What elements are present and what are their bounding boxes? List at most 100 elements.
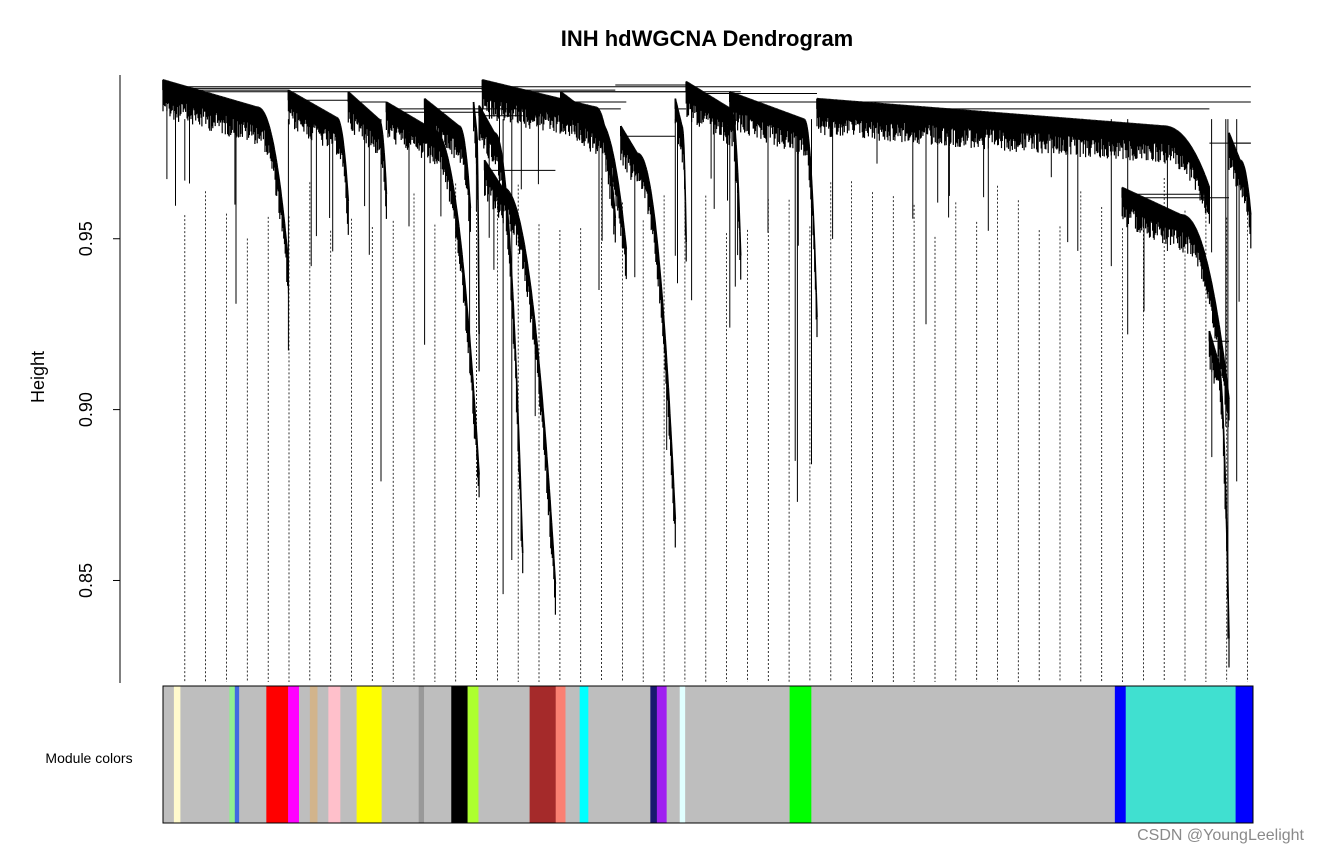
dendrogram-branch (1225, 380, 1229, 387)
dendrogram-branch (691, 84, 693, 87)
dendrogram-branch (1206, 263, 1209, 267)
dendrogram-branch (1196, 156, 1199, 160)
dendrogram-branch (673, 502, 677, 520)
dendrogram-branch (1193, 224, 1196, 227)
dendrogram-branch (1212, 292, 1215, 298)
dendrogram-branch (518, 436, 521, 459)
dendrogram-branch (561, 92, 564, 95)
dendrogram-branch (678, 114, 681, 119)
dendrogram-branch (815, 292, 818, 318)
dendrogram-branch (589, 113, 592, 116)
dendrogram-branch (362, 104, 365, 107)
dendrogram-branch (680, 121, 683, 125)
dendrogram-branch (1236, 153, 1240, 157)
dendrogram-branch (431, 104, 434, 107)
dendrogram-branch (1204, 176, 1208, 180)
dendrogram-branch (590, 114, 593, 117)
dendrogram-branch (334, 116, 337, 118)
dendrogram-branch (448, 166, 452, 171)
dendrogram-branch (451, 182, 455, 188)
dendrogram-branch (648, 180, 651, 185)
dendrogram-branch (338, 122, 342, 126)
dendrogram-branch (669, 413, 672, 428)
dendrogram-branch (653, 216, 656, 223)
dendrogram-branch (1186, 141, 1190, 144)
dendrogram-branch (654, 222, 657, 230)
dendrogram-branch (268, 128, 272, 132)
dendrogram-branch (381, 134, 385, 143)
dendrogram-branch (518, 217, 521, 222)
dendrogram-branch (313, 104, 316, 106)
dendrogram-branch (649, 188, 652, 194)
dendrogram-branch (525, 258, 529, 264)
dendrogram-branch (737, 189, 740, 210)
dendrogram-branch (262, 111, 265, 114)
dendrogram-branch (316, 105, 319, 108)
dendrogram-branch (450, 118, 453, 121)
dendrogram-branch (587, 111, 590, 114)
dendrogram-branch (448, 117, 450, 120)
dendrogram-branch (272, 141, 275, 146)
dendrogram-branch (623, 130, 626, 133)
dendrogram-branch (444, 149, 448, 154)
dendrogram-branch (508, 238, 511, 251)
dendrogram-branch (520, 228, 523, 233)
dendrogram-branch (1211, 341, 1215, 345)
dendrogram-branch (1187, 142, 1190, 145)
dendrogram-branch (595, 117, 598, 120)
dendrogram-branch (446, 115, 449, 118)
dendrogram-branch (461, 132, 465, 137)
dendrogram-branch (364, 106, 367, 109)
dendrogram-branch (356, 98, 359, 101)
dendrogram-branch (672, 471, 675, 487)
dendrogram-branch (389, 103, 392, 106)
dendrogram-branch (478, 105, 481, 108)
dendrogram-branch (368, 109, 371, 112)
dendrogram-branch (340, 129, 343, 135)
y-tick-label: 0.90 (76, 392, 96, 427)
dendrogram-branch (1216, 314, 1219, 320)
dendrogram-branch (663, 327, 666, 339)
dendrogram-branch (1222, 350, 1225, 357)
dendrogram-branch (586, 110, 588, 113)
dendrogram-branch (1207, 185, 1211, 188)
dendrogram-branch (460, 127, 463, 131)
dendrogram-branch (540, 389, 543, 399)
dendrogram-branch (350, 93, 352, 96)
dendrogram-branch (497, 180, 500, 183)
dendrogram-branch (521, 231, 524, 237)
module-color-segment (478, 686, 530, 823)
dendrogram-branch (528, 274, 531, 281)
dendrogram-branch (450, 173, 453, 179)
watermark: CSDN @YoungLeelight (1137, 827, 1304, 844)
dendrogram-branch (639, 154, 642, 157)
dendrogram-branch (360, 102, 363, 105)
dendrogram-branch (276, 167, 279, 174)
dendrogram-branch (376, 116, 379, 119)
dendrogram-branch (461, 129, 464, 134)
module-color-segment (789, 686, 812, 823)
dendrogram-branch (641, 158, 645, 161)
dendrogram-branch (656, 243, 659, 252)
dendrogram-branch (464, 145, 467, 153)
dendrogram-branch (477, 238, 480, 335)
dendrogram-branch (600, 119, 602, 122)
dendrogram-branch (634, 150, 638, 153)
dendrogram-branch (459, 125, 461, 128)
dendrogram-branch (273, 149, 276, 154)
dendrogram-branch (377, 117, 380, 120)
dendrogram-branch (283, 223, 286, 231)
dendrogram-branch (447, 158, 450, 163)
module-color-segment (309, 686, 318, 823)
dendrogram-branch (490, 170, 493, 173)
dendrogram-branch (1214, 301, 1217, 306)
dendrogram-branch (487, 121, 490, 124)
dendrogram-branch (635, 151, 638, 154)
dendrogram-branch (294, 92, 296, 95)
dendrogram-branch (489, 168, 492, 171)
dendrogram-branch (1203, 174, 1207, 178)
dendrogram-branch (1232, 144, 1236, 147)
dendrogram-branch (1192, 223, 1195, 226)
dendrogram-branch (1195, 229, 1198, 232)
dendrogram-branch (532, 311, 536, 319)
